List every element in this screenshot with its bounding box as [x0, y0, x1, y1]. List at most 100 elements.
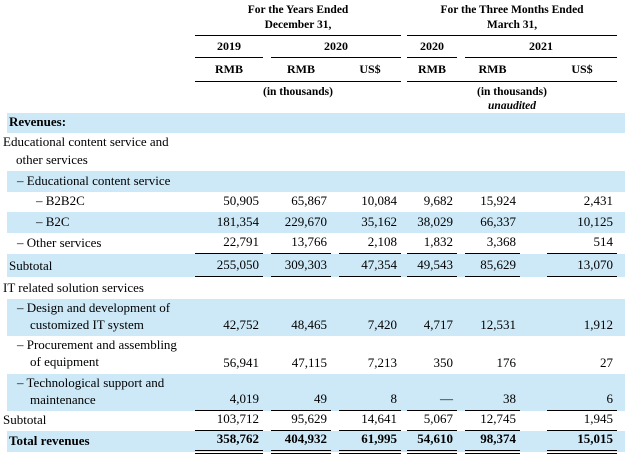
value-cell: 176 — [496, 354, 517, 370]
value-cell: 309,303 — [271, 253, 331, 278]
value-cell: 2,431 — [583, 192, 614, 208]
value-cell: 38 — [465, 373, 520, 412]
value-cell: 27 — [600, 354, 614, 370]
value-cell: 12,531 — [465, 298, 520, 337]
value-cell: 15,015 — [547, 430, 618, 454]
row-label-line2: maintenance — [30, 391, 96, 407]
value-cell: 12,745 — [465, 410, 520, 432]
value-cell: 35,162 — [339, 211, 401, 233]
row-label: – B2B2C — [36, 192, 85, 208]
value-cell: 38,029 — [407, 211, 457, 233]
value-cell: 1,912 — [547, 298, 618, 337]
row-label: Total revenues — [0, 430, 195, 453]
value-cell: 14,641 — [339, 410, 401, 432]
row-label-line1: – Procurement and assembling — [17, 337, 177, 353]
currency-label: RMB — [271, 57, 331, 82]
table-row-other-services: – Other services 22,791 13,766 2,108 1,8… — [0, 232, 625, 255]
value-cell: 10,125 — [547, 211, 618, 233]
table-row-technological-support: – Technological support and maintenance … — [0, 373, 625, 412]
group-title-line2: December 31, — [264, 18, 332, 31]
row-label: IT related solution services — [3, 279, 144, 295]
value-cell: 229,670 — [271, 211, 331, 233]
value-cell: 514 — [547, 232, 618, 255]
table-row-subtotal-educational: Subtotal 255,050 309,303 47,354 49,543 8… — [0, 253, 625, 278]
value-cell: 56,941 — [223, 354, 259, 370]
value-cell: 47,354 — [339, 253, 401, 278]
value-cell: 13,766 — [271, 232, 331, 255]
row-label: – Design and development of customized I… — [0, 298, 195, 337]
row-label-line2: of equipment — [30, 354, 99, 370]
value-cell: 4,019 — [195, 373, 263, 412]
year-column-2019: 2019 — [195, 35, 263, 58]
column-group-annual: For the Years Ended December 31, — [195, 0, 401, 36]
value-cell: 49,543 — [407, 253, 457, 278]
row-label: Revenues: — [0, 113, 625, 134]
units-row: (in thousands) (in thousands) unaudited — [0, 81, 625, 113]
value-cell: 22,791 — [195, 232, 263, 255]
table-body: Revenues: Educational content service an… — [0, 113, 625, 454]
year-column-2021: 2021 — [465, 35, 618, 58]
table-row-educational-content-service: – Educational content service — [0, 170, 625, 192]
value-cell: 48,465 — [271, 298, 331, 337]
table-row-revenues-heading: Revenues: — [0, 113, 625, 134]
value-cell: 15,924 — [480, 192, 516, 208]
value-cell: 50,905 — [223, 192, 259, 208]
row-label-line2: customized IT system — [30, 317, 144, 333]
row-label-line2: other services — [16, 151, 88, 167]
currency-label: US$ — [547, 57, 618, 82]
value-cell: 49 — [271, 373, 331, 412]
value-cell: 61,995 — [339, 430, 401, 454]
row-label-line1: – Design and development of — [17, 299, 171, 315]
group-title-line1: For the Three Months Ended — [440, 3, 584, 16]
value-cell: 65,867 — [291, 192, 327, 208]
period-group-row: For the Years Ended December 31, For the… — [0, 0, 625, 36]
table-row-it-related-heading: IT related solution services — [0, 277, 625, 299]
value-cell: 42,752 — [195, 298, 263, 337]
row-label-line1: – Technological support and — [17, 374, 165, 390]
year-column-2020-annual: 2020 — [271, 35, 401, 58]
value-cell: 54,610 — [407, 430, 457, 454]
value-cell: 95,629 — [271, 410, 331, 432]
row-label: Educational content service and other se… — [0, 133, 625, 170]
table-row-design-development: – Design and development of customized I… — [0, 298, 625, 337]
value-cell: 4,717 — [407, 298, 457, 337]
value-cell: 5,067 — [407, 410, 457, 432]
row-label: – B2C — [0, 211, 195, 233]
table-header: For the Years Ended December 31, For the… — [0, 0, 625, 113]
table-row-b2b2c: – B2B2C 50,905 65,867 10,084 9,682 15,92… — [0, 192, 625, 212]
value-cell: 358,762 — [195, 430, 263, 454]
value-cell: 66,337 — [465, 211, 520, 233]
table-row-b2c: – B2C 181,354 229,670 35,162 38,029 66,3… — [0, 211, 625, 233]
value-cell: — — [407, 373, 457, 412]
value-cell: 13,070 — [547, 253, 618, 278]
value-cell: 7,213 — [367, 354, 397, 370]
table-row-total-revenues: Total revenues 358,762 404,932 61,995 54… — [0, 430, 625, 454]
value-cell: 98,374 — [465, 430, 520, 454]
value-cell: 1,832 — [407, 232, 457, 255]
units-note-interim: (in thousands) unaudited — [407, 81, 617, 113]
currency-row: RMB RMB US$ RMB RMB US$ — [0, 57, 625, 82]
row-label: Subtotal — [3, 411, 47, 427]
row-label: – Educational content service — [0, 170, 625, 192]
row-label: – Technological support and maintenance — [0, 373, 195, 411]
row-label: – Other services — [17, 234, 102, 250]
value-cell: 255,050 — [195, 253, 263, 278]
unaudited-note: unaudited — [488, 99, 536, 112]
year-column-2020-interim: 2020 — [407, 35, 457, 58]
value-cell: 9,682 — [423, 192, 453, 208]
group-title-line1: For the Years Ended — [247, 3, 349, 16]
value-cell: 350 — [433, 354, 454, 370]
table-row-procurement: – Procurement and assembling of equipmen… — [0, 336, 625, 373]
year-row: 2019 2020 2020 2021 — [0, 35, 625, 58]
value-cell: 47,115 — [291, 354, 327, 370]
row-label: – Procurement and assembling of equipmen… — [0, 336, 195, 373]
table-row-subtotal-it: Subtotal 103,712 95,629 14,641 5,067 12,… — [0, 410, 625, 432]
row-label-line1: Educational content service and — [3, 134, 169, 150]
column-group-interim: For the Three Months Ended March 31, — [407, 0, 618, 36]
table-row-educational-and-other: Educational content service and other se… — [0, 133, 625, 170]
group-title-line2: March 31, — [486, 18, 538, 31]
value-cell: 103,712 — [195, 410, 263, 432]
currency-label: RMB — [465, 57, 520, 82]
currency-label: RMB — [407, 57, 457, 82]
